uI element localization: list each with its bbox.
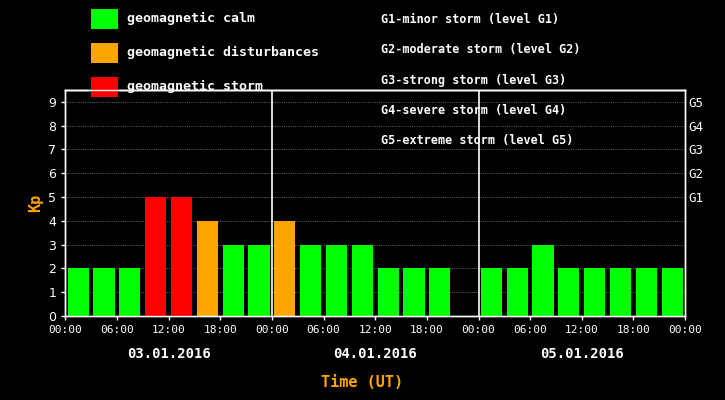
Bar bbox=[481, 268, 502, 316]
Bar bbox=[326, 245, 347, 316]
Bar bbox=[145, 197, 166, 316]
Bar bbox=[67, 268, 88, 316]
Text: geomagnetic storm: geomagnetic storm bbox=[127, 80, 263, 92]
Bar bbox=[636, 268, 657, 316]
Bar bbox=[558, 268, 579, 316]
Bar bbox=[196, 221, 218, 316]
Y-axis label: Kp: Kp bbox=[28, 194, 43, 212]
Bar bbox=[610, 268, 631, 316]
Bar bbox=[119, 268, 141, 316]
Bar bbox=[274, 221, 295, 316]
Bar bbox=[403, 268, 425, 316]
Bar bbox=[249, 245, 270, 316]
Text: G2-moderate storm (level G2): G2-moderate storm (level G2) bbox=[381, 43, 580, 56]
Text: 04.01.2016: 04.01.2016 bbox=[334, 347, 417, 361]
Bar bbox=[584, 268, 605, 316]
Text: G5-extreme storm (level G5): G5-extreme storm (level G5) bbox=[381, 134, 573, 148]
Text: 05.01.2016: 05.01.2016 bbox=[540, 347, 624, 361]
Bar bbox=[352, 245, 373, 316]
Bar bbox=[532, 245, 554, 316]
Text: geomagnetic calm: geomagnetic calm bbox=[127, 12, 255, 24]
Bar bbox=[378, 268, 399, 316]
Bar bbox=[94, 268, 115, 316]
Bar bbox=[223, 245, 244, 316]
Bar bbox=[429, 268, 450, 316]
Bar bbox=[662, 268, 683, 316]
Text: Time (UT): Time (UT) bbox=[321, 375, 404, 390]
Bar bbox=[507, 268, 528, 316]
Bar bbox=[171, 197, 192, 316]
Text: G4-severe storm (level G4): G4-severe storm (level G4) bbox=[381, 104, 566, 117]
Text: G1-minor storm (level G1): G1-minor storm (level G1) bbox=[381, 13, 559, 26]
Bar bbox=[300, 245, 321, 316]
Text: geomagnetic disturbances: geomagnetic disturbances bbox=[127, 46, 319, 58]
Text: 03.01.2016: 03.01.2016 bbox=[127, 347, 210, 361]
Text: G3-strong storm (level G3): G3-strong storm (level G3) bbox=[381, 74, 566, 87]
